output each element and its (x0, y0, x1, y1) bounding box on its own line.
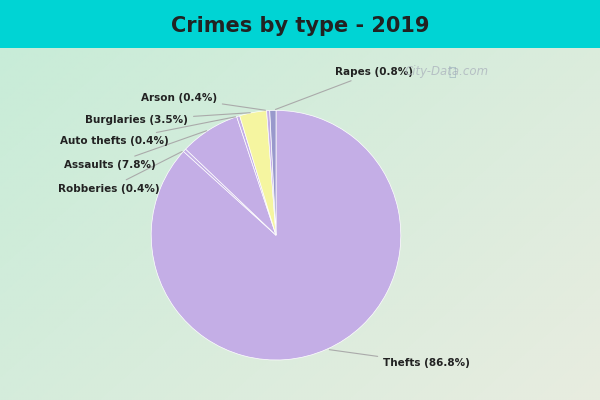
Text: Auto thefts (0.4%): Auto thefts (0.4%) (60, 117, 235, 146)
Wedge shape (240, 111, 276, 235)
Wedge shape (237, 116, 276, 235)
Text: Assaults (7.8%): Assaults (7.8%) (64, 131, 206, 170)
Text: Thefts (86.8%): Thefts (86.8%) (329, 350, 470, 368)
Text: Robberies (0.4%): Robberies (0.4%) (58, 152, 182, 194)
Wedge shape (266, 110, 276, 235)
Text: Rapes (0.8%): Rapes (0.8%) (275, 67, 413, 110)
Wedge shape (270, 110, 276, 235)
Text: Arson (0.4%): Arson (0.4%) (140, 93, 265, 110)
Wedge shape (151, 110, 401, 360)
Wedge shape (184, 149, 276, 235)
Text: City-Data.com: City-Data.com (404, 66, 489, 78)
Text: Burglaries (3.5%): Burglaries (3.5%) (85, 113, 250, 125)
Wedge shape (185, 117, 276, 235)
Text: Crimes by type - 2019: Crimes by type - 2019 (171, 16, 429, 36)
Text: ⓘ: ⓘ (448, 66, 456, 78)
